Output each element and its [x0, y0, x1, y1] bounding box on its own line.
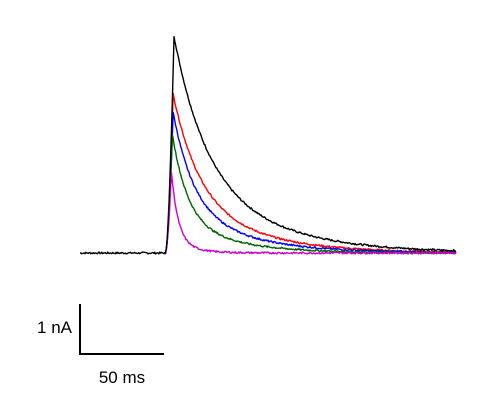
scale-bar: 1 nA 50 ms	[37, 304, 164, 387]
current-trace-2	[164, 92, 457, 255]
current-trace-1	[79, 36, 456, 255]
traces-group	[79, 36, 457, 255]
current-trace-3	[164, 111, 457, 255]
scale-bar-y-label: 1 nA	[37, 318, 73, 337]
scale-bar-x-label: 50 ms	[99, 368, 145, 387]
current-trace-5	[164, 172, 457, 255]
